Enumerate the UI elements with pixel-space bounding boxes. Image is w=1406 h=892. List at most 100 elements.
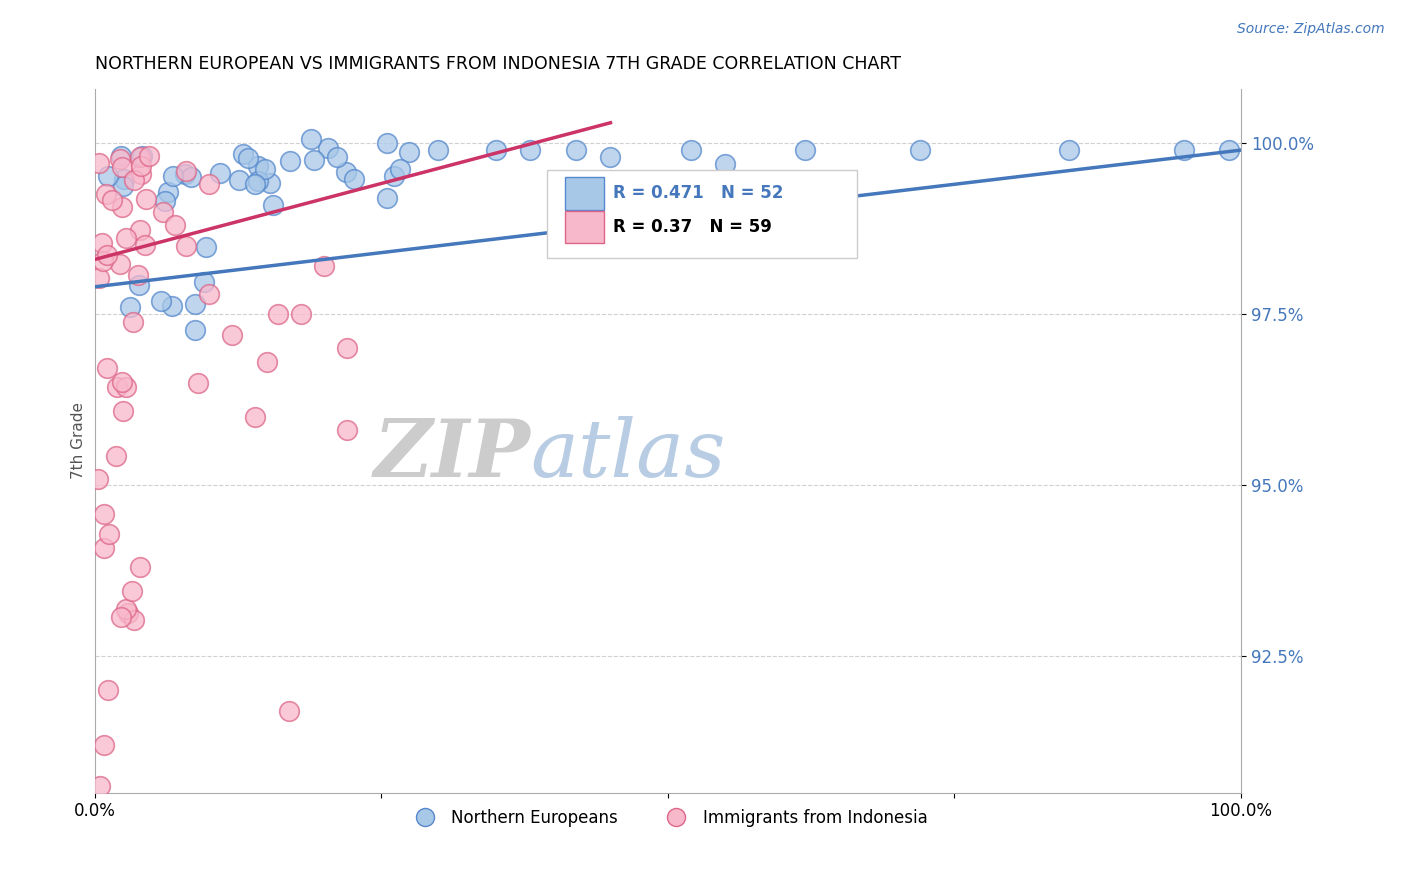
Point — [111, 200, 134, 214]
Point — [93, 738, 115, 752]
Text: Source: ZipAtlas.com: Source: ZipAtlas.com — [1237, 22, 1385, 37]
Point — [174, 167, 197, 181]
Point — [129, 159, 152, 173]
Point — [335, 165, 357, 179]
Point — [198, 178, 221, 192]
FancyBboxPatch shape — [565, 211, 603, 244]
Point — [149, 294, 172, 309]
Point — [278, 704, 301, 718]
Point — [247, 159, 270, 173]
Point — [184, 323, 207, 337]
Point — [312, 260, 335, 274]
Point — [267, 307, 290, 321]
Point — [183, 297, 205, 311]
Point — [110, 257, 132, 271]
FancyBboxPatch shape — [565, 178, 603, 210]
Point — [304, 153, 326, 167]
Point — [375, 136, 398, 150]
Point — [714, 157, 737, 171]
Point — [131, 149, 153, 163]
Point — [259, 177, 281, 191]
Point — [118, 300, 141, 314]
Text: R = 0.471   N = 52: R = 0.471 N = 52 — [613, 184, 783, 202]
Point — [326, 150, 349, 164]
Point — [174, 163, 197, 178]
Point — [110, 161, 132, 175]
Point — [101, 193, 124, 207]
Point — [91, 253, 114, 268]
Point — [87, 155, 110, 169]
Point — [97, 169, 120, 183]
Point — [160, 299, 183, 313]
Point — [599, 150, 621, 164]
Point — [93, 507, 115, 521]
Point — [343, 172, 366, 186]
Point — [114, 379, 136, 393]
Point — [129, 560, 152, 574]
Point — [89, 270, 111, 285]
Point — [91, 236, 114, 251]
Point — [794, 143, 817, 157]
Point — [93, 541, 115, 555]
Point — [98, 527, 121, 541]
Point — [152, 204, 174, 219]
Point — [398, 145, 420, 160]
Point — [87, 472, 110, 486]
Point — [110, 148, 132, 162]
Point — [195, 240, 218, 254]
Point — [198, 286, 221, 301]
Point — [135, 192, 157, 206]
Point — [236, 151, 259, 165]
Point — [112, 172, 135, 186]
Point — [427, 143, 450, 157]
Text: ZIP: ZIP — [374, 416, 530, 493]
Point — [96, 248, 118, 262]
Point — [122, 315, 145, 329]
Point — [121, 584, 143, 599]
Point — [108, 152, 131, 166]
Point — [134, 238, 156, 252]
Point — [388, 162, 411, 177]
Point — [96, 361, 118, 376]
Point — [97, 683, 120, 698]
Point — [1057, 143, 1080, 157]
Point — [128, 278, 150, 293]
Point — [336, 423, 359, 437]
Point — [180, 169, 202, 184]
Point — [122, 173, 145, 187]
Point — [114, 601, 136, 615]
Point — [679, 143, 702, 157]
Point — [908, 143, 931, 157]
Point — [299, 132, 322, 146]
Text: atlas: atlas — [530, 416, 725, 493]
Point — [232, 147, 254, 161]
Point — [117, 606, 139, 620]
Point — [1173, 143, 1195, 157]
Point — [162, 169, 184, 184]
Point — [246, 174, 269, 188]
Point — [111, 375, 134, 389]
Point — [128, 223, 150, 237]
Point — [1218, 143, 1240, 157]
Point — [163, 219, 186, 233]
Point — [105, 449, 128, 463]
Point — [89, 779, 111, 793]
Point — [128, 150, 150, 164]
Point — [187, 376, 209, 390]
Point — [278, 154, 301, 169]
Point — [228, 173, 250, 187]
Point — [336, 342, 359, 356]
Point — [318, 140, 340, 154]
Point — [105, 379, 128, 393]
Point — [485, 143, 508, 157]
Point — [375, 192, 398, 206]
Point — [565, 143, 588, 157]
Point — [112, 403, 135, 417]
Legend: Northern Europeans, Immigrants from Indonesia: Northern Europeans, Immigrants from Indo… — [401, 802, 935, 834]
Point — [262, 197, 284, 211]
Point — [114, 231, 136, 245]
Point — [110, 610, 132, 624]
Point — [209, 166, 232, 180]
Point — [156, 186, 179, 200]
Point — [221, 327, 243, 342]
